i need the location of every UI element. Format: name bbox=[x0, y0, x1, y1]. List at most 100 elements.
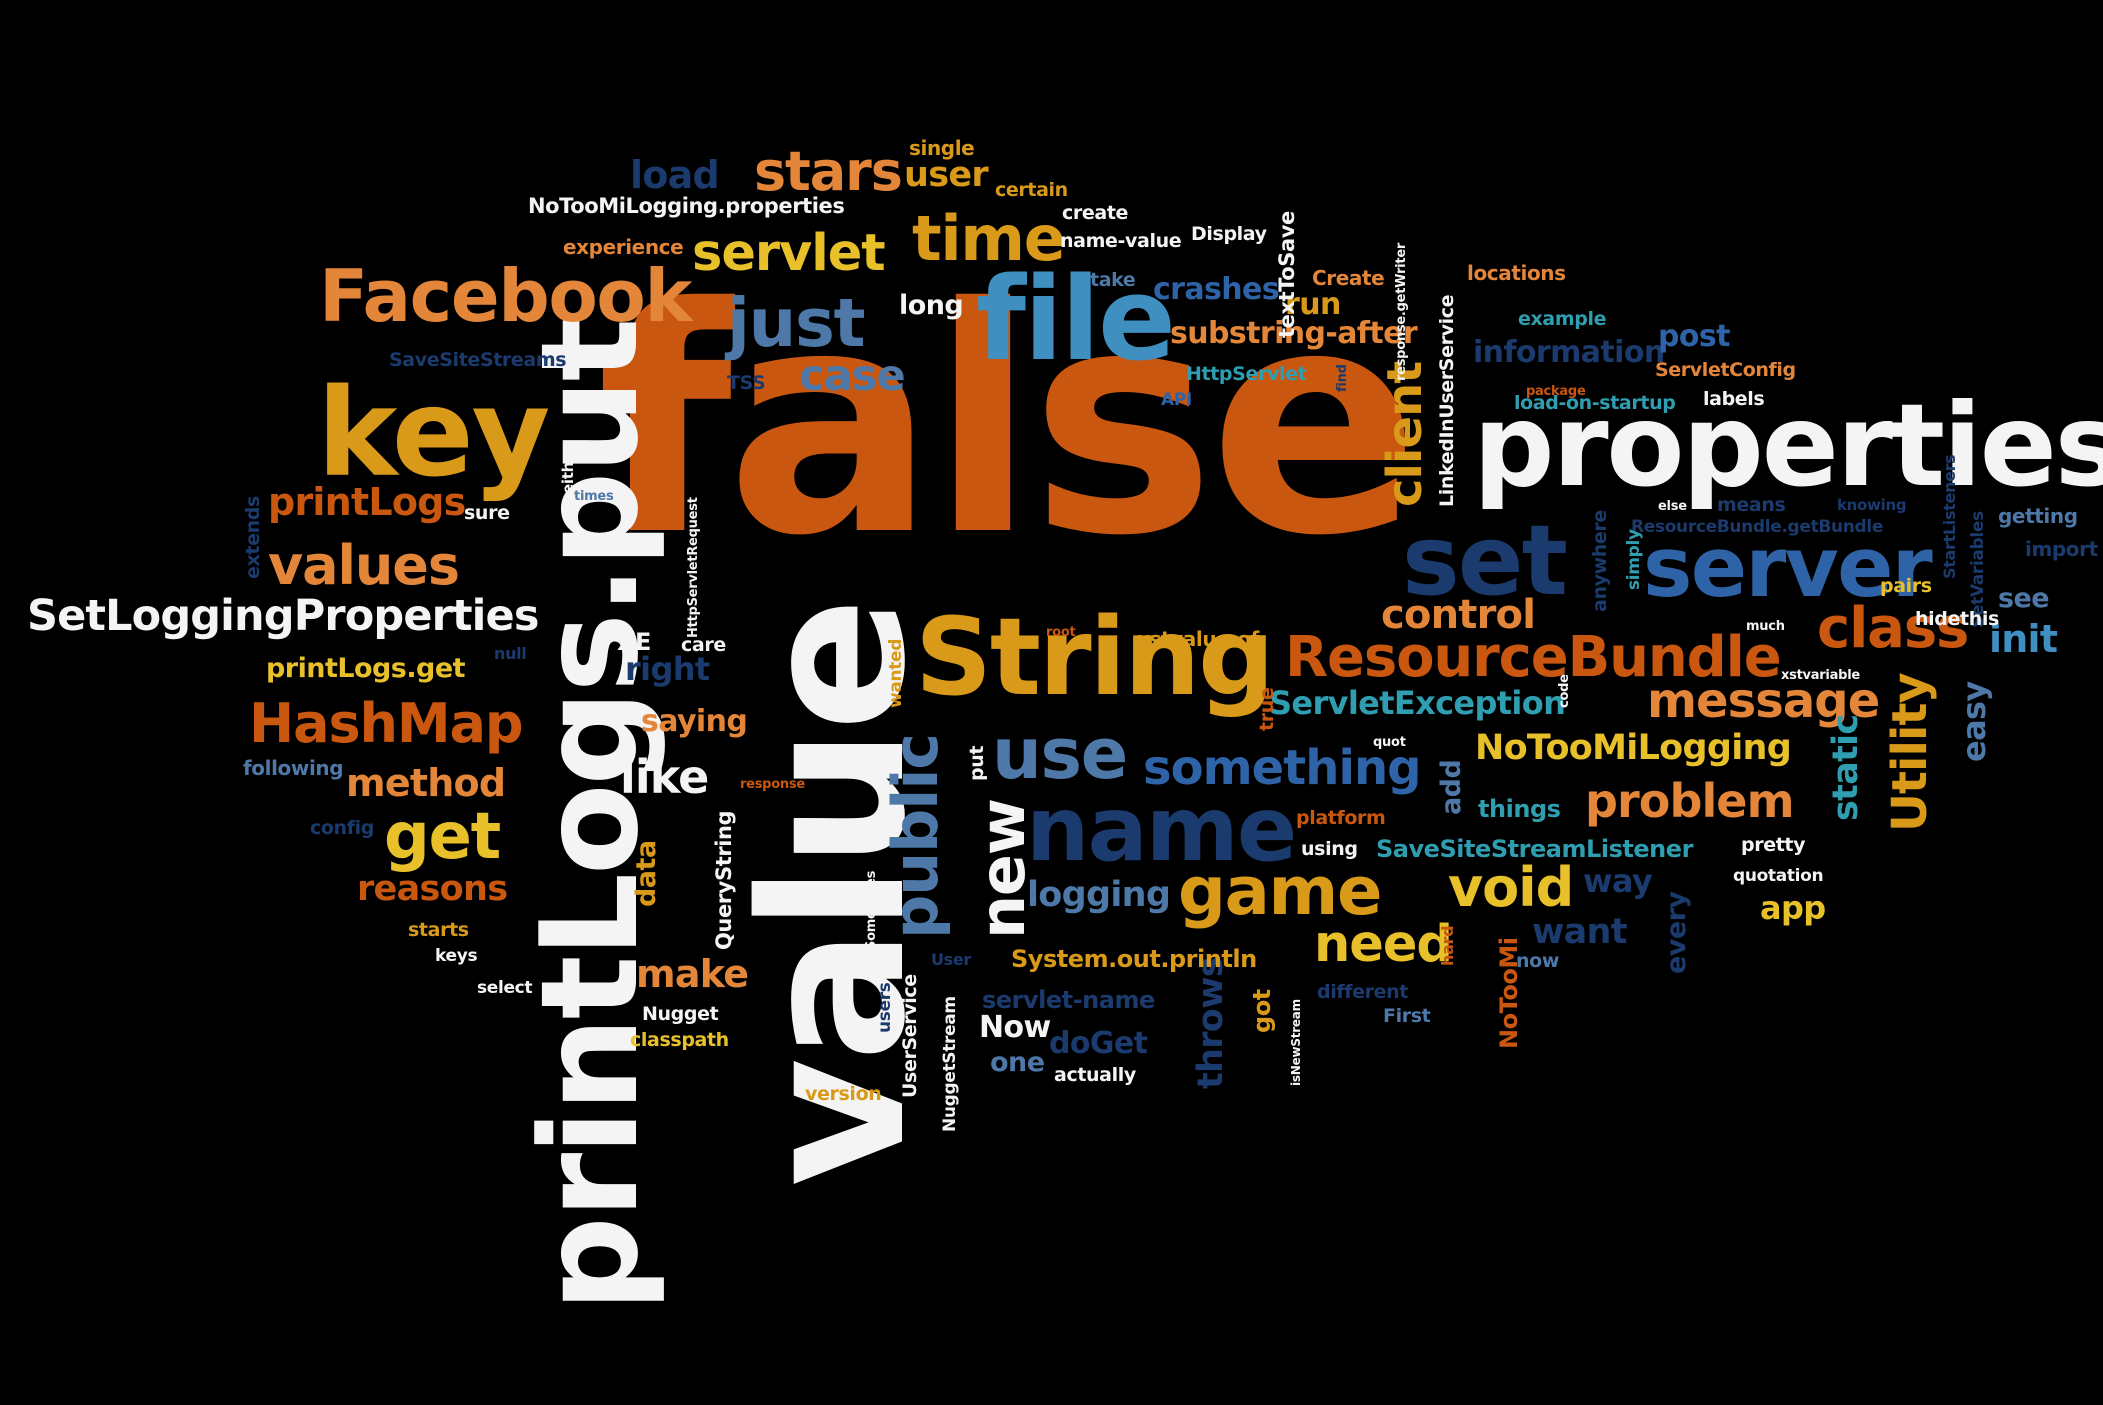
cloud-word: got bbox=[1248, 989, 1276, 1033]
cloud-word: take bbox=[1090, 269, 1136, 291]
cloud-word: NoTooMiLogging.properties bbox=[528, 194, 845, 218]
cloud-word: following bbox=[243, 756, 344, 780]
cloud-word: textToSave bbox=[1275, 211, 1299, 338]
cloud-word: SaveSiteStreamListener bbox=[1376, 835, 1693, 863]
cloud-word: QueryString bbox=[712, 810, 736, 950]
cloud-word: file bbox=[976, 253, 1176, 387]
cloud-word: substring-after bbox=[1170, 316, 1418, 351]
cloud-word: app bbox=[1760, 889, 1826, 927]
cloud-word: sure bbox=[464, 502, 510, 524]
cloud-word: single bbox=[909, 136, 975, 160]
cloud-word: control bbox=[1381, 592, 1536, 638]
cloud-word: ResourceBundle bbox=[1285, 625, 1782, 690]
cloud-word: Sometimes bbox=[864, 870, 879, 950]
cloud-word: hidethis bbox=[1915, 608, 1999, 630]
cloud-word: using bbox=[1301, 838, 1358, 860]
cloud-word: First bbox=[1383, 1005, 1431, 1027]
cloud-word: ResourceBundle.getBundle bbox=[1631, 517, 1884, 537]
cloud-word: code bbox=[1557, 674, 1572, 708]
cloud-word: crashes bbox=[1153, 272, 1280, 307]
cloud-word: want bbox=[1532, 912, 1628, 952]
cloud-word: TSS bbox=[727, 372, 766, 394]
cloud-word: printLogs.get bbox=[266, 653, 466, 684]
cloud-word: public bbox=[879, 734, 952, 939]
cloud-word: pretty bbox=[1741, 834, 1806, 856]
cloud-word: response.getWriter bbox=[1394, 242, 1409, 381]
cloud-word: create bbox=[1062, 202, 1129, 224]
cloud-word: UserService bbox=[899, 974, 921, 1098]
cloud-word: much bbox=[1746, 619, 1785, 634]
cloud-word: things bbox=[1478, 795, 1561, 823]
cloud-word: use bbox=[992, 713, 1128, 795]
cloud-word: Utility bbox=[1882, 673, 1938, 832]
cloud-word: response bbox=[740, 777, 805, 792]
cloud-word: now bbox=[1516, 950, 1559, 972]
cloud-word: NoTooMiLogging bbox=[1475, 728, 1792, 768]
cloud-word: quot bbox=[1373, 735, 1406, 750]
cloud-word: data bbox=[631, 840, 662, 907]
cloud-word: certain bbox=[995, 179, 1068, 201]
cloud-word: game bbox=[1178, 852, 1382, 930]
cloud-word: name bbox=[1026, 777, 1297, 881]
cloud-word: HttpServletRequest bbox=[686, 497, 701, 638]
cloud-word: wanted bbox=[886, 638, 906, 708]
cloud-word: either bbox=[559, 445, 577, 494]
cloud-word: SaveSiteStreams bbox=[389, 349, 567, 371]
cloud-word: run bbox=[1285, 287, 1341, 322]
cloud-word: LinkedInUserService bbox=[1436, 294, 1458, 507]
cloud-word: void bbox=[1448, 856, 1574, 919]
cloud-word: way bbox=[1583, 862, 1653, 900]
cloud-word: starts bbox=[408, 919, 469, 941]
cloud-word: init bbox=[1989, 617, 2058, 661]
cloud-word: Create bbox=[1312, 266, 1385, 290]
cloud-word: times bbox=[574, 489, 614, 504]
cloud-word: long bbox=[899, 290, 964, 321]
cloud-word: stars bbox=[754, 140, 903, 203]
cloud-word: servlet bbox=[692, 224, 886, 283]
cloud-word: example bbox=[1518, 308, 1607, 330]
cloud-word: xstvalue-of bbox=[1137, 627, 1259, 651]
cloud-word: false bbox=[597, 242, 1420, 604]
cloud-word: XE bbox=[617, 628, 651, 656]
cloud-word: new bbox=[966, 799, 1039, 939]
cloud-word: client bbox=[1377, 361, 1433, 507]
cloud-word: extends bbox=[242, 496, 264, 579]
cloud-word: just bbox=[727, 284, 866, 362]
cloud-word: System.out.println bbox=[1011, 945, 1257, 973]
cloud-word: Now bbox=[979, 1010, 1051, 1045]
cloud-word: values bbox=[268, 534, 460, 597]
cloud-word: quotation bbox=[1733, 866, 1824, 886]
cloud-word: version bbox=[805, 1083, 882, 1105]
cloud-word: hard bbox=[1438, 925, 1457, 966]
cloud-word: see bbox=[1998, 583, 2050, 614]
cloud-word: saying bbox=[641, 704, 748, 739]
cloud-word: different bbox=[1317, 981, 1408, 1003]
cloud-word: classpath bbox=[630, 1029, 729, 1051]
cloud-word: NuggetStream bbox=[940, 996, 960, 1132]
cloud-word: static bbox=[1826, 714, 1866, 821]
cloud-word: servlet-name bbox=[982, 986, 1155, 1014]
cloud-word: class bbox=[1817, 596, 1969, 661]
cloud-word: user bbox=[904, 155, 989, 195]
cloud-word: like bbox=[620, 750, 709, 804]
cloud-word: put bbox=[966, 745, 988, 781]
cloud-word: logging bbox=[1027, 875, 1171, 915]
cloud-word: time bbox=[912, 202, 1066, 275]
cloud-word: keys bbox=[435, 946, 478, 966]
cloud-word: right bbox=[625, 650, 710, 688]
cloud-word: String bbox=[915, 596, 1275, 720]
cloud-word: means bbox=[1717, 494, 1786, 516]
cloud-word: post bbox=[1658, 319, 1730, 354]
cloud-word: printLogs bbox=[268, 480, 466, 524]
cloud-word: HashMap bbox=[249, 692, 524, 755]
cloud-word: Display bbox=[1191, 223, 1267, 245]
cloud-word: message bbox=[1647, 673, 1880, 729]
cloud-word: import bbox=[2025, 537, 2098, 561]
cloud-word: User bbox=[931, 950, 971, 969]
cloud-word: isNewStream bbox=[1289, 999, 1303, 1086]
cloud-word: load-on-startup bbox=[1514, 392, 1676, 414]
cloud-word: information bbox=[1473, 335, 1665, 370]
cloud-word: platform bbox=[1296, 807, 1386, 829]
cloud-word: get bbox=[384, 800, 501, 874]
